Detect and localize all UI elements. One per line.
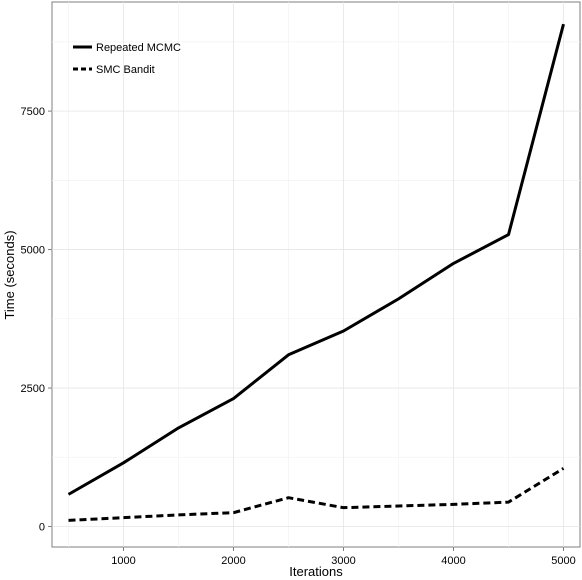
legend-label-smc-bandit: SMC Bandit <box>96 64 155 76</box>
series-layer <box>67 23 565 522</box>
y-tick-label: 7500 <box>21 106 45 118</box>
series-line-repeated-mcmc <box>67 23 565 496</box>
y-axis-title: Time (seconds) <box>2 230 17 319</box>
x-axis-title: Iterations <box>289 564 343 579</box>
x-tick-label: 2000 <box>221 555 245 567</box>
x-tick-label: 1000 <box>111 555 135 567</box>
axis-ticks <box>48 110 564 551</box>
major-grid <box>52 2 580 547</box>
y-tick-label: 5000 <box>21 245 45 257</box>
x-tick-label: 3000 <box>331 555 355 567</box>
axis-tick-labels: 1000 2000 3000 4000 5000 0 2500 5000 7500 <box>21 106 576 567</box>
legend: Repeated MCMC SMC Bandit <box>73 42 181 76</box>
plot-panel <box>51 1 581 548</box>
series-line-smc-bandit <box>68 467 565 522</box>
y-tick-label: 2500 <box>21 383 45 395</box>
y-tick-label: 0 <box>39 522 45 534</box>
minor-grid <box>52 2 580 547</box>
x-tick-label: 4000 <box>441 555 465 567</box>
x-tick-label: 5000 <box>551 555 575 567</box>
legend-label-repeated-mcmc: Repeated MCMC <box>96 42 181 54</box>
